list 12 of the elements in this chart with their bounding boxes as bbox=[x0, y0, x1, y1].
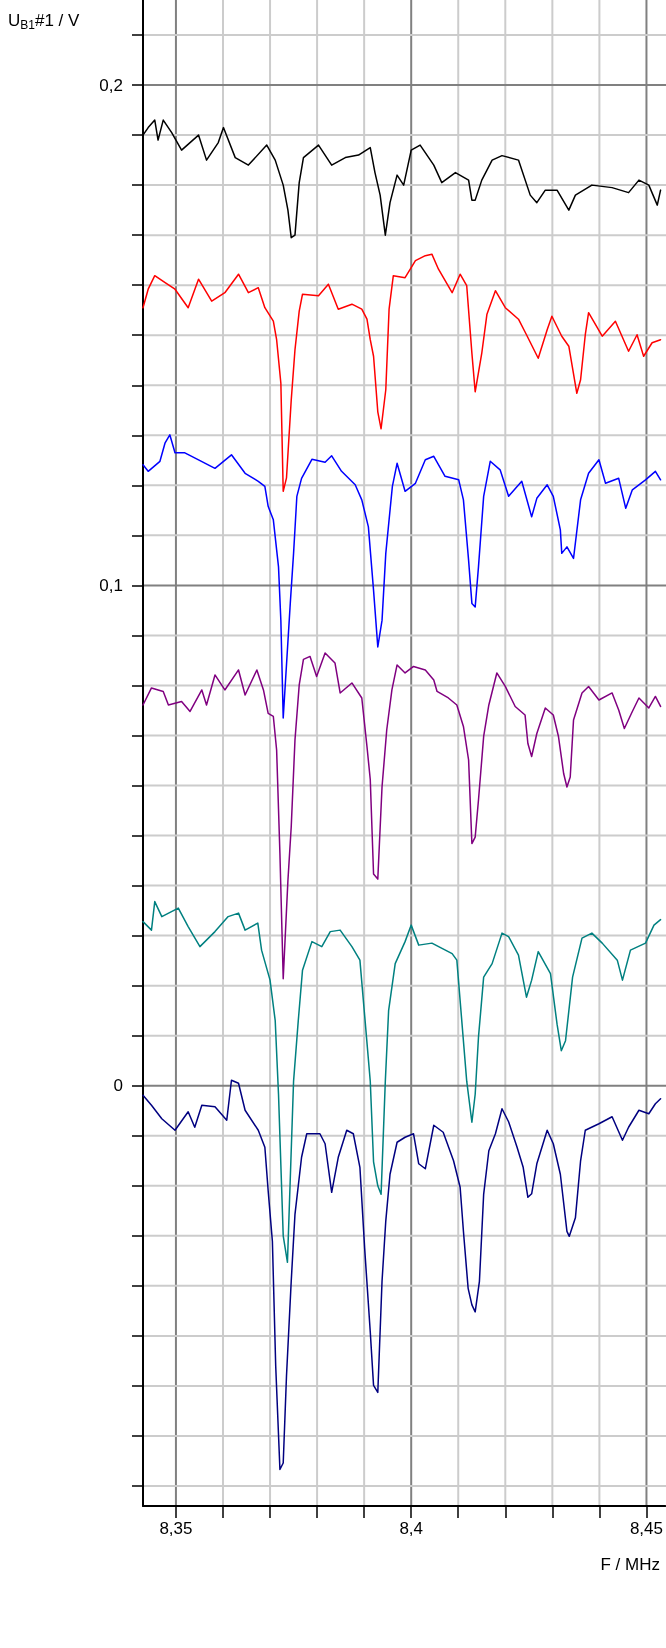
y-tick-label: 0,2 bbox=[99, 75, 123, 95]
line-series bbox=[142, 900, 662, 1264]
line-series bbox=[142, 1079, 662, 1471]
x-tick-label: 8,35 bbox=[159, 1519, 193, 1538]
line-series bbox=[142, 652, 662, 980]
x-tick-label: 8,45 bbox=[629, 1519, 663, 1538]
line-series bbox=[142, 434, 662, 719]
y-tick-label: 0,1 bbox=[99, 575, 123, 595]
x-axis-title: F / MHz bbox=[600, 1555, 661, 1574]
line-series bbox=[142, 253, 662, 493]
x-tick-label: 8,4 bbox=[399, 1519, 424, 1538]
y-tick-label: 0 bbox=[113, 1076, 123, 1096]
